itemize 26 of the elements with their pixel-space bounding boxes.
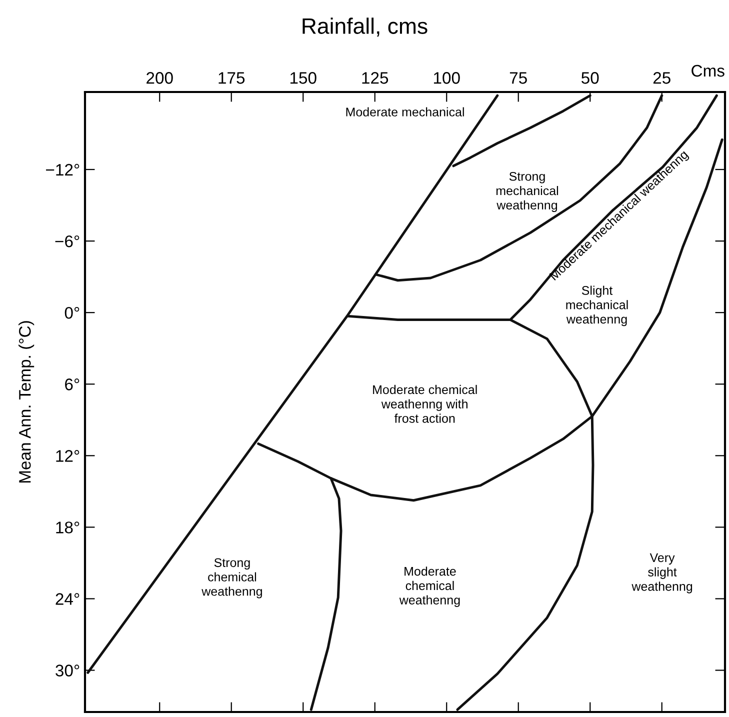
y-tick-label: 30°	[56, 664, 80, 676]
annotation: Moderate chemical weathenng with frost action	[373, 384, 477, 423]
x-tick-label: 125	[362, 72, 388, 84]
y-axis-title: Mean Ann. Temp. (°C)	[18, 321, 34, 483]
annotation: Moderate mechanical	[346, 107, 464, 116]
annotation: Strong chemical weathenng	[202, 558, 262, 598]
y-tick-label: 24°	[56, 593, 80, 605]
x-tick-label: 75	[510, 72, 527, 84]
x-tick-label: 200	[146, 72, 173, 84]
x-tick-label: 50	[582, 72, 599, 84]
y-tick-label: 6°	[65, 378, 80, 390]
annotation: Very slight weathenng	[632, 553, 692, 594]
text: Cms	[692, 64, 724, 77]
x-tick-label: 150	[290, 72, 316, 84]
x-tick-label: 100	[434, 72, 460, 84]
x-tick-label: 25	[653, 72, 670, 84]
y-tick-label: −6°	[55, 235, 80, 248]
annotation: Slight mechanical weathenng	[566, 286, 628, 326]
y-tick-label: −12°	[46, 164, 80, 176]
annotation: Moderate chemical weathenng	[399, 566, 460, 607]
y-tick-label: 12°	[56, 450, 80, 462]
chart-title: Rainfall, cms	[302, 18, 428, 37]
annotation: Strong mechanical weathenng	[496, 172, 558, 212]
y-tick-label: 0°	[64, 306, 80, 319]
y-tick-label: 18°	[56, 522, 80, 534]
x-tick-label: 175	[218, 72, 245, 84]
